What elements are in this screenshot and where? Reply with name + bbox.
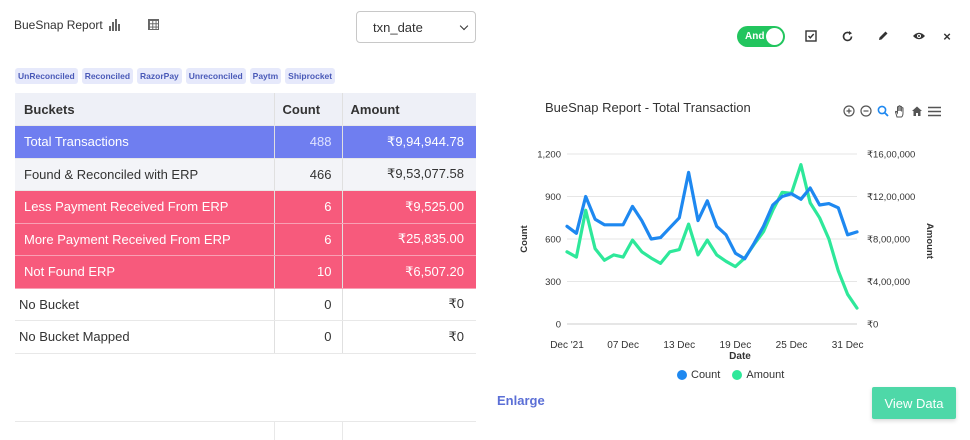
- table-row[interactable]: No Bucket Mapped 0 ₹0: [15, 320, 476, 354]
- filter-tags: UnReconciled Reconciled RazorPay Unrecon…: [15, 68, 336, 84]
- x-tick-label: 07 Dec: [607, 340, 639, 351]
- toggle-label: And: [745, 31, 765, 42]
- y-tick-label: 0: [556, 320, 561, 331]
- chart-legend: Count Amount: [677, 369, 784, 381]
- enlarge-link[interactable]: Enlarge: [497, 393, 545, 408]
- y-tick-label: 300: [545, 277, 561, 288]
- y2-tick-label: ₹4,00,000: [867, 277, 910, 288]
- filter-tag[interactable]: Paytm: [249, 68, 282, 84]
- legend-label: Count: [691, 369, 721, 381]
- y-tick-label: 1,200: [537, 150, 561, 161]
- edit-pencil-icon[interactable]: [875, 28, 891, 44]
- buckets-table: Buckets Count Amount Total Transactions …: [15, 93, 476, 354]
- chart-toolbar: [842, 104, 941, 118]
- series-line-count: [565, 170, 859, 261]
- table-row[interactable]: Total Transactions 488 ₹9,94,944.78: [15, 125, 476, 159]
- table-empty-area: [15, 421, 476, 440]
- filter-tag[interactable]: Unreconciled: [185, 68, 246, 84]
- count-cell: 0: [273, 320, 342, 354]
- table-row[interactable]: More Payment Received From ERP 6 ₹25,835…: [15, 223, 476, 256]
- filter-tag[interactable]: Reconciled: [81, 68, 134, 84]
- legend-item-count[interactable]: Count: [677, 369, 720, 381]
- y-tick-label: 900: [545, 192, 561, 203]
- home-reset-icon[interactable]: [910, 104, 924, 118]
- count-cell: 6: [273, 190, 342, 224]
- count-cell: 0: [273, 288, 342, 321]
- x-tick-label: 19 Dec: [720, 340, 752, 351]
- bucket-cell: More Payment Received From ERP: [15, 223, 274, 256]
- date-field-select[interactable]: txn_date: [356, 11, 476, 43]
- pan-hand-icon[interactable]: [893, 104, 907, 118]
- toggle-knob: [766, 28, 783, 45]
- bucket-cell: Less Payment Received From ERP: [15, 190, 274, 224]
- count-cell: 488: [273, 125, 342, 159]
- bucket-cell: No Bucket Mapped: [15, 320, 274, 354]
- filter-tag[interactable]: UnReconciled: [15, 68, 78, 84]
- menu-hamburger-icon[interactable]: [927, 104, 941, 118]
- zoom-out-icon[interactable]: [859, 104, 873, 118]
- amount-cell: ₹25,835.00: [341, 223, 476, 256]
- table-row[interactable]: Not Found ERP 10 ₹6,507.20: [15, 255, 476, 289]
- y2-tick-label: ₹12,00,000: [867, 192, 915, 203]
- amount-cell: ₹0: [341, 288, 476, 321]
- amount-cell: ₹9,525.00: [341, 190, 476, 224]
- x-axis-title: Date: [729, 351, 751, 362]
- series-line-amount: [565, 163, 859, 310]
- table-row[interactable]: Found & Reconciled with ERP 466 ₹9,53,07…: [15, 158, 476, 191]
- table-row[interactable]: No Bucket 0 ₹0: [15, 288, 476, 321]
- y2-tick-label: ₹16,00,000: [867, 150, 915, 161]
- zoom-selection-icon[interactable]: [876, 104, 890, 118]
- zoom-in-icon[interactable]: [842, 104, 856, 118]
- y2-tick-label: ₹0: [867, 320, 878, 331]
- filter-tag[interactable]: RazorPay: [137, 68, 182, 84]
- amount-cell: ₹9,53,077.58: [341, 158, 476, 191]
- transaction-line-chart: 0 300 600 900 1,200 ₹0 ₹4,00,000 ₹8,00,000 ₹12,0…: [519, 150, 935, 363]
- chevron-down-icon: [459, 21, 469, 31]
- bucket-cell: Found & Reconciled with ERP: [15, 158, 274, 191]
- date-field-select-value: txn_date: [373, 19, 423, 35]
- y2-axis-title: Amount: [924, 223, 935, 260]
- table-row[interactable]: Less Payment Received From ERP 6 ₹9,525.…: [15, 190, 476, 224]
- bucket-cell: No Bucket: [15, 288, 274, 321]
- legend-item-amount[interactable]: Amount: [732, 369, 784, 381]
- y2-tick-label: ₹8,00,000: [867, 235, 910, 246]
- x-tick-label: 25 Dec: [776, 340, 808, 351]
- y-tick-label: 600: [545, 235, 561, 246]
- bar-chart-icon[interactable]: [108, 19, 120, 31]
- bucket-cell: Not Found ERP: [15, 255, 274, 289]
- x-tick-label: Dec '21: [550, 340, 584, 351]
- amount-cell: ₹0: [341, 320, 476, 354]
- x-tick-label: 31 Dec: [832, 340, 864, 351]
- eye-icon[interactable]: [911, 28, 927, 44]
- report-title: BueSnap Report: [14, 18, 120, 32]
- y-axis-title: Count: [519, 224, 530, 252]
- legend-label: Amount: [746, 369, 785, 381]
- view-data-button[interactable]: View Data: [872, 387, 956, 419]
- amount-cell: ₹9,94,944.78: [341, 125, 476, 159]
- bucket-cell: Total Transactions: [15, 125, 274, 159]
- amount-cell: ₹6,507.20: [341, 255, 476, 289]
- count-cell: 6: [273, 223, 342, 256]
- count-cell: 10: [273, 255, 342, 289]
- table-grid-icon[interactable]: [148, 19, 159, 30]
- chart-title: BueSnap Report - Total Transaction: [545, 100, 751, 115]
- checkbox-icon[interactable]: [803, 28, 819, 44]
- report-title-text: BueSnap Report: [14, 18, 103, 32]
- count-cell: 466: [273, 158, 342, 191]
- close-icon[interactable]: ×: [943, 28, 951, 44]
- and-or-toggle[interactable]: And: [737, 26, 785, 47]
- header-count: Count: [273, 93, 342, 126]
- legend-dot: [677, 370, 687, 380]
- x-tick-label: 13 Dec: [663, 340, 695, 351]
- legend-dot: [732, 370, 743, 380]
- refresh-icon[interactable]: [839, 28, 855, 44]
- header-amount: Amount: [341, 93, 476, 126]
- filter-tag[interactable]: Shiprocket: [285, 68, 336, 84]
- table-header-row: Buckets Count Amount: [15, 93, 476, 126]
- header-buckets: Buckets: [15, 93, 274, 126]
